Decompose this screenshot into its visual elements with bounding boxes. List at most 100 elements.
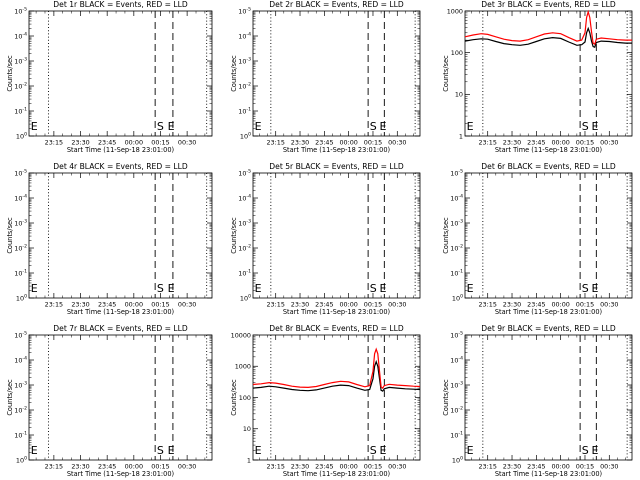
event-marker: S	[370, 120, 377, 133]
event-marker: E	[168, 120, 175, 133]
event-marker: S	[157, 120, 164, 133]
series-line-events	[252, 359, 421, 392]
x-tick-label: 00:30	[178, 139, 196, 147]
y-tick-label: 10-4	[450, 193, 463, 202]
x-tick-label: 23:45	[527, 301, 545, 309]
y-tick-label: 10-2	[238, 81, 251, 90]
panel-det-2: Det 2r BLACK = Events, RED = LLD 100 10-1 1…	[230, 0, 421, 154]
y-tick-label: 10	[243, 425, 251, 433]
x-tick-label: 00:30	[388, 463, 406, 471]
x-tick-label: 23:45	[98, 301, 116, 309]
x-tick-label: 23:15	[45, 301, 63, 309]
panel-det-5: Det 5r BLACK = Events, RED = LLD 100 10-1 1…	[230, 162, 421, 316]
event-marker: E	[467, 120, 474, 133]
x-tick-label: 23:30	[71, 139, 89, 147]
y-tick-label: 10-4	[14, 193, 27, 202]
x-tick-label: 00:15	[151, 463, 169, 471]
y-tick-label: 10-4	[14, 355, 27, 364]
x-tick-label: 23:45	[315, 301, 333, 309]
y-axis-label: Counts/sec	[6, 55, 14, 92]
y-tick-label: 10-4	[238, 193, 251, 202]
panel-title: Det 3r BLACK = Events, RED = LLD	[481, 0, 616, 9]
x-axis-label: Start Time (11-Sep-18 23:01:00)	[495, 308, 602, 316]
series-line-lld	[464, 9, 632, 46]
plot-frame	[28, 172, 213, 299]
panel-det-6: Det 6r BLACK = Events, RED = LLD 100 10-1 1…	[442, 162, 633, 316]
event-marker: E	[379, 120, 386, 133]
x-tick-label: 00:30	[388, 301, 406, 309]
x-tick-label: 23:45	[527, 463, 545, 471]
event-marker: E	[31, 120, 38, 133]
y-tick-label: 100	[452, 293, 463, 302]
event-marker: E	[168, 444, 175, 457]
y-tick-label: 10-5	[450, 168, 463, 177]
x-tick-label: 00:00	[339, 463, 357, 471]
panel-title: Det 9r BLACK = Events, RED = LLD	[481, 324, 616, 333]
y-tick-label: 10-5	[14, 330, 27, 339]
event-marker: E	[379, 282, 386, 295]
x-tick-label: 00:00	[339, 139, 357, 147]
x-tick-label: 23:30	[291, 139, 309, 147]
event-marker: E	[591, 282, 598, 295]
panel-title: Det 5r BLACK = Events, RED = LLD	[269, 162, 404, 171]
x-tick-label: 00:00	[551, 463, 569, 471]
y-tick-label: 10-5	[238, 6, 251, 15]
x-tick-label: 00:00	[551, 301, 569, 309]
x-tick-label: 00:15	[364, 301, 382, 309]
x-tick-label: 23:15	[266, 301, 284, 309]
x-tick-label: 00:30	[388, 139, 406, 147]
panel-title: Det 4r BLACK = Events, RED = LLD	[53, 162, 188, 171]
x-tick-label: 23:15	[478, 301, 496, 309]
y-tick-label: 1	[247, 456, 251, 464]
y-tick-label: 100	[16, 455, 27, 464]
x-tick-label: 23:30	[503, 301, 521, 309]
x-tick-label: 00:15	[576, 463, 594, 471]
y-tick-label: 10-1	[14, 106, 27, 115]
y-tick-label: 10-2	[14, 243, 27, 252]
panel-det-4: Det 4r BLACK = Events, RED = LLD 100 10-1 1…	[6, 162, 213, 316]
y-tick-label: 10-2	[450, 405, 463, 414]
y-tick-label: 1	[459, 132, 463, 140]
x-tick-label: 23:45	[98, 463, 116, 471]
y-axis-label: Counts/sec	[442, 55, 450, 92]
x-axis-label: Start Time (11-Sep-18 23:01:00)	[67, 308, 174, 316]
event-marker: E	[255, 444, 262, 457]
plot-frame	[28, 10, 213, 137]
y-tick-label: 10-4	[238, 31, 251, 40]
x-tick-label: 00:30	[178, 301, 196, 309]
x-tick-label: 00:15	[576, 301, 594, 309]
event-marker: E	[467, 444, 474, 457]
x-tick-label: 00:00	[125, 139, 143, 147]
y-tick-label: 100	[451, 49, 463, 57]
panel-title: Det 8r BLACK = Events, RED = LLD	[269, 324, 404, 333]
y-tick-label: 10-2	[238, 243, 251, 252]
x-tick-label: 23:15	[266, 139, 284, 147]
y-tick-label: 10-2	[14, 405, 27, 414]
y-tick-label: 100	[240, 293, 251, 302]
y-tick-label: 10-1	[238, 106, 251, 115]
y-tick-label: 10-1	[14, 268, 27, 277]
y-axis-label: Counts/sec	[442, 217, 450, 254]
y-tick-label: 10	[455, 91, 463, 99]
panel-det-8: Det 8r BLACK = Events, RED = LLD 1 10 100 10…	[230, 324, 421, 478]
y-tick-label: 100	[16, 131, 27, 140]
y-tick-label: 10-3	[14, 380, 27, 389]
x-tick-label: 00:00	[339, 301, 357, 309]
event-marker: E	[591, 444, 598, 457]
panel-det-9: Det 9r BLACK = Events, RED = LLD 100 10-1 1…	[442, 324, 633, 478]
event-marker: S	[582, 120, 589, 133]
y-tick-label: 10-4	[450, 355, 463, 364]
x-tick-label: 23:30	[503, 139, 521, 147]
y-tick-label: 10-1	[238, 268, 251, 277]
event-marker: E	[379, 444, 386, 457]
panel-det-3: Det 3r BLACK = Events, RED = LLD 1 10 100 10…	[442, 0, 633, 154]
x-tick-label: 00:00	[125, 301, 143, 309]
x-tick-label: 00:00	[551, 139, 569, 147]
series-line-events	[464, 26, 632, 48]
y-tick-label: 10-3	[238, 218, 251, 227]
y-tick-label: 10-1	[450, 430, 463, 439]
x-tick-label: 23:15	[266, 463, 284, 471]
y-tick-label: 100	[240, 131, 251, 140]
x-tick-label: 23:45	[315, 139, 333, 147]
